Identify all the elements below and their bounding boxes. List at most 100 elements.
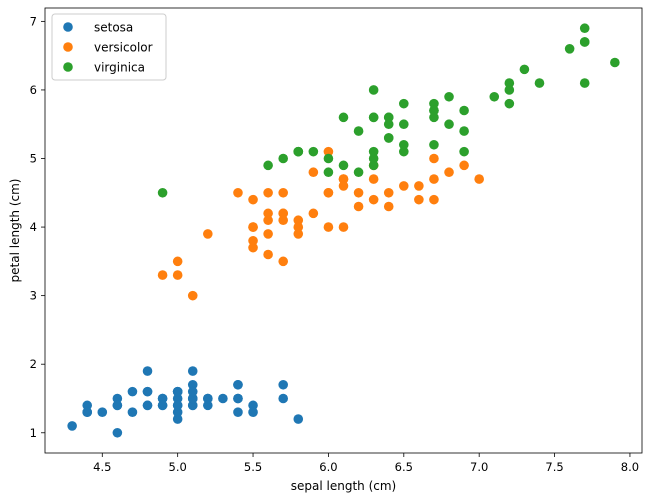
point-virginica — [399, 146, 409, 157]
point-virginica — [383, 112, 394, 123]
point-setosa — [172, 386, 183, 397]
point-virginica — [610, 57, 620, 68]
point-versicolor — [429, 194, 439, 205]
point-setosa — [248, 400, 258, 411]
point-setosa — [82, 407, 93, 418]
point-virginica — [353, 167, 364, 178]
point-versicolor — [293, 215, 304, 226]
y-axis-ticks: 1 2 3 4 5 6 7 — [30, 14, 45, 440]
y-tick-label: 3 — [30, 289, 37, 303]
point-virginica — [293, 146, 304, 157]
point-versicolor — [429, 153, 439, 164]
point-setosa — [187, 393, 198, 404]
point-virginica — [444, 91, 454, 102]
plot-frame — [44, 7, 643, 454]
point-setosa — [218, 393, 228, 404]
point-setosa — [112, 400, 123, 411]
point-setosa — [127, 386, 138, 397]
legend-box — [51, 13, 167, 81]
point-setosa — [172, 400, 183, 411]
point-versicolor — [459, 160, 469, 171]
point-setosa — [127, 407, 138, 418]
y-axis-label: petal length (cm) — [8, 179, 22, 283]
point-virginica — [278, 153, 289, 164]
point-versicolor — [278, 256, 289, 267]
point-versicolor — [172, 256, 183, 267]
point-virginica — [353, 126, 364, 136]
legend-marker — [63, 22, 73, 32]
point-versicolor — [444, 167, 454, 178]
legend-item-setosa: setosa — [63, 21, 133, 35]
point-versicolor — [248, 194, 258, 205]
point-setosa — [203, 393, 213, 404]
point-virginica — [579, 23, 590, 34]
point-setosa — [187, 366, 198, 376]
point-versicolor — [338, 222, 349, 232]
point-versicolor — [308, 208, 319, 219]
point-versicolor — [323, 187, 334, 198]
point-virginica — [519, 64, 530, 75]
legend: setosa versicolor virginica — [51, 13, 167, 81]
legend-label: virginica — [94, 61, 145, 75]
point-setosa — [187, 400, 198, 411]
point-virginica — [429, 105, 439, 116]
point-versicolor — [399, 181, 409, 191]
point-versicolor — [278, 187, 289, 198]
x-tick-label: 5.0 — [169, 460, 187, 474]
point-setosa — [233, 379, 243, 390]
x-axis-label: sepal length (cm) — [291, 479, 396, 493]
point-setosa — [142, 366, 153, 376]
point-versicolor — [353, 187, 364, 198]
point-versicolor — [263, 208, 273, 219]
point-versicolor — [203, 229, 213, 239]
point-versicolor — [353, 201, 364, 212]
point-virginica — [504, 78, 515, 88]
point-virginica — [368, 85, 379, 95]
point-versicolor — [414, 194, 424, 205]
point-setosa — [187, 386, 198, 397]
y-tick-label: 1 — [30, 426, 37, 440]
legend-marker — [63, 62, 73, 72]
point-setosa — [293, 414, 304, 424]
point-virginica — [534, 78, 545, 88]
point-versicolor — [474, 174, 484, 184]
x-tick-label: 7.0 — [470, 460, 488, 474]
x-axis-ticks: 4.5 5.0 5.5 6.0 6.5 7.0 7.5 8.0 — [93, 453, 639, 474]
point-versicolor — [263, 215, 273, 226]
point-versicolor — [263, 229, 273, 239]
point-virginica — [399, 119, 409, 130]
y-tick-label: 4 — [30, 220, 37, 234]
point-versicolor — [233, 187, 243, 198]
legend-label: setosa — [94, 21, 133, 35]
point-virginica — [399, 98, 409, 109]
point-setosa — [112, 393, 123, 404]
y-tick-label: 5 — [30, 152, 37, 166]
point-versicolor — [383, 187, 394, 198]
x-tick-label: 5.5 — [244, 460, 262, 474]
point-virginica — [504, 98, 515, 109]
point-setosa — [172, 393, 183, 404]
point-versicolor — [278, 215, 289, 226]
point-versicolor — [323, 146, 334, 157]
point-setosa — [112, 427, 123, 438]
point-virginica — [459, 126, 469, 136]
point-virginica — [429, 112, 439, 123]
y-tick-label: 6 — [30, 83, 37, 97]
point-versicolor — [323, 222, 334, 232]
point-virginica — [368, 160, 379, 171]
point-virginica — [489, 91, 500, 102]
point-virginica — [429, 98, 439, 109]
x-tick-label: 8.0 — [621, 460, 639, 474]
point-versicolor — [248, 222, 258, 232]
point-virginica — [579, 37, 590, 47]
point-versicolor — [308, 167, 319, 178]
point-versicolor — [293, 229, 304, 239]
point-setosa — [172, 407, 183, 418]
point-versicolor — [157, 270, 168, 280]
point-versicolor — [429, 174, 439, 184]
point-virginica — [579, 78, 590, 88]
point-virginica — [459, 105, 469, 116]
point-versicolor — [263, 187, 273, 198]
point-virginica — [383, 133, 394, 143]
point-setosa — [248, 407, 258, 418]
